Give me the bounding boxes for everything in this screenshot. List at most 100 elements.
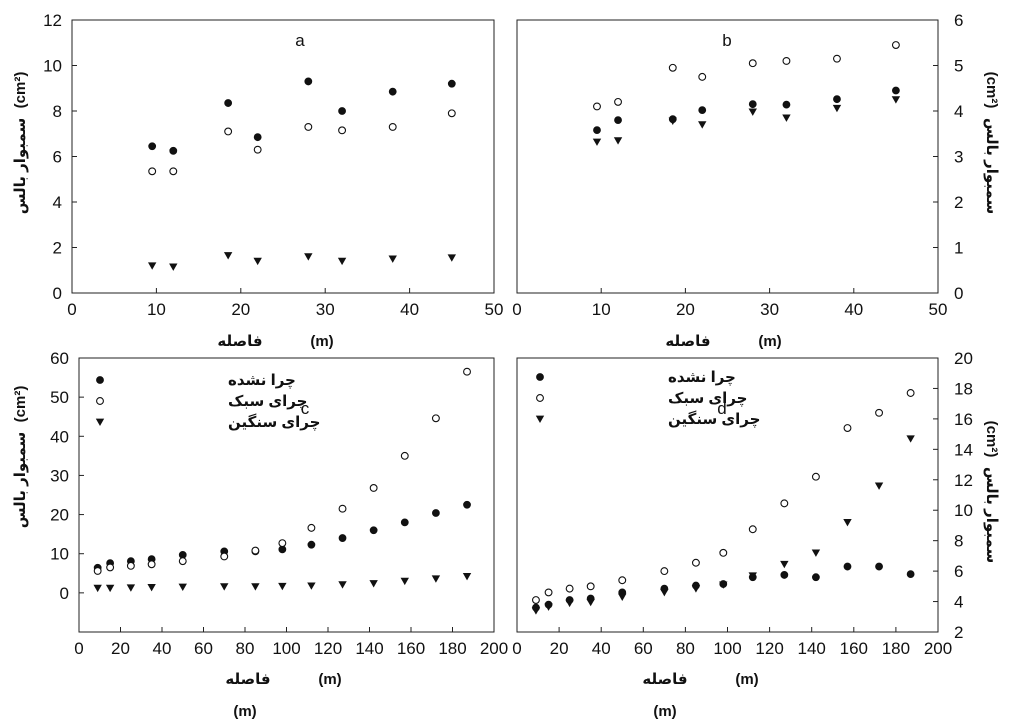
chart-d-series-3-point — [660, 589, 669, 597]
chart-d-series-3-point — [544, 603, 553, 611]
chart-b-y-tick-label: 6 — [954, 11, 963, 30]
chart-b-x-tick-label: 20 — [676, 300, 695, 319]
chart-a-series-2-point — [224, 127, 233, 136]
chart-c-series-2-point — [106, 563, 115, 572]
chart-a-series-3-point — [253, 257, 262, 266]
chart-d-legend-label-2: چرای سبک — [668, 390, 747, 408]
chart-a-frame — [71, 19, 495, 294]
chart-b-series-3-point — [891, 96, 901, 104]
chart-c-series-3-point — [462, 573, 472, 581]
chart-d-series-2-point — [691, 558, 700, 567]
chart-a-series-1-point — [148, 142, 157, 151]
chart-d-series-2-point — [586, 582, 595, 591]
chart-c-series-3-point — [338, 581, 347, 589]
chart-d-series-3-point — [748, 572, 757, 580]
chart-a-series-2-point — [169, 167, 178, 176]
chart-c-series-3-point — [220, 583, 229, 591]
chart-c-x-tick-label: 60 — [194, 639, 213, 658]
chart-c-panel-letter: c — [301, 399, 310, 418]
chart-c-series-2-point — [126, 561, 135, 570]
chart-a-series-1-point — [388, 87, 397, 96]
chart-a-series-1-point — [224, 99, 233, 107]
chart-d-series-1-point — [875, 562, 883, 571]
chart-d-series-2-point — [618, 576, 627, 585]
chart-d-panel-letter: d — [717, 399, 726, 418]
chart-c-legend-label-2: چرای سبک — [228, 393, 307, 411]
chart-c-series-1-point — [369, 526, 378, 535]
chart-b-y-tick-label: 0 — [954, 284, 963, 303]
chart-a-series-3-point — [388, 255, 397, 263]
chart-b-series-1-point — [593, 126, 601, 135]
chart-c-x-tick-label: 100 — [272, 639, 300, 658]
chart-b-series-3-point — [592, 138, 602, 146]
chart-a-series-2-point — [304, 122, 313, 131]
chart-d-x-tick-label: 200 — [924, 639, 952, 658]
chart-b-series-1-point — [782, 100, 791, 109]
chart-d-series-3-point — [811, 549, 821, 557]
chart-d-series-3-point — [780, 560, 789, 569]
chart-d-x-tick-label: 180 — [882, 639, 910, 658]
chart-c-series-3-point — [400, 577, 409, 586]
chart-a-series-3-point — [447, 254, 456, 262]
chart-d-y-tick-label: 12 — [954, 471, 973, 490]
chart-b-y-tick-label: 1 — [954, 239, 963, 258]
chart-d-series-2-point — [719, 548, 728, 557]
chart-d-series-3-point — [719, 581, 728, 589]
chart-b-series-2-point — [891, 41, 900, 49]
chart-c-x-tick-label: 0 — [74, 639, 83, 658]
chart-a-y-axis-label-group: (cm²) سمبوار بالس — [12, 72, 29, 215]
chart-a-x-tick-label: 10 — [147, 300, 166, 319]
chart-a-series-3-point — [147, 262, 157, 270]
chart-b-series-2-point — [833, 54, 841, 63]
chart-a-series-2-point — [148, 167, 157, 176]
chart-c-x-tick-label: 140 — [355, 639, 383, 658]
chart-d-series-2-point — [748, 525, 757, 534]
chart-d-series-2-point — [544, 588, 553, 597]
chart-d-x-axis-label: فاصله — [642, 671, 687, 688]
chart-c-y-axis-label: سمبوار بالس — [12, 432, 29, 528]
chart-c-x-tick-label: 40 — [153, 639, 172, 658]
chart-d-series-2-point — [811, 472, 820, 481]
chart-c-x-tick-label: 180 — [438, 639, 466, 658]
chart-d-series-3-point — [586, 598, 595, 607]
chart-a-series-1-point — [169, 146, 178, 155]
chart-d-x-tick-label: 20 — [550, 639, 569, 658]
chart-c-series-3-point — [105, 584, 115, 593]
chart-d-series-2-point — [565, 584, 574, 593]
stray-unit-label-right: (m) — [653, 703, 676, 720]
chart-b-series-2-point — [748, 59, 757, 68]
chart-d-x-tick-label: 0 — [512, 639, 521, 658]
chart-d-legend-marker-3 — [535, 415, 545, 423]
chart-c-series-3-point — [369, 580, 378, 588]
chart-b-x-tick-label: 0 — [512, 300, 521, 319]
chart-d-series-1-point — [780, 571, 789, 579]
chart-b-x-tick-label: 10 — [592, 300, 611, 319]
chart-b-y-axis-unit: (cm²) — [983, 72, 1000, 109]
chart-b-y-axis-label-group: (cm²) سمبوار بالس — [983, 72, 1000, 215]
chart-d-series-2-point — [906, 389, 915, 397]
chart-c-x-tick-label: 80 — [236, 639, 255, 658]
chart-a-panel-letter: a — [295, 31, 305, 50]
chart-d-series-1-point — [906, 570, 915, 579]
chart-d-legend-marker-1 — [536, 373, 544, 381]
chart-c-y-tick-label: 20 — [50, 506, 69, 525]
chart-d-y-axis-unit: (cm²) — [983, 421, 1000, 458]
chart-d-x-tick-label: 100 — [713, 639, 741, 658]
chart-d-y-tick-label: 6 — [954, 562, 963, 581]
chart-b-series-2-point — [593, 102, 601, 111]
chart-c-series-1-point — [338, 534, 347, 542]
chart-d-y-tick-label: 14 — [954, 440, 973, 459]
chart-b-series-3-point — [748, 108, 757, 116]
chart-d-y-tick-label: 8 — [954, 532, 963, 551]
chart-a-x-axis-unit: (m) — [310, 333, 333, 350]
chart-a-y-tick-label: 6 — [53, 148, 62, 167]
chart-c-legend-marker-3 — [95, 418, 105, 426]
chart-a-x-tick-label: 50 — [485, 300, 504, 319]
chart-c-series-3-point — [147, 584, 156, 592]
chart-d-series-3-point — [618, 593, 627, 601]
chart-a-x-tick-label: 20 — [231, 300, 250, 319]
chart-a-x-tick-label: 40 — [400, 300, 419, 319]
chart-c-series-1-point — [463, 500, 471, 509]
chart-d-series-3-point — [565, 599, 574, 608]
